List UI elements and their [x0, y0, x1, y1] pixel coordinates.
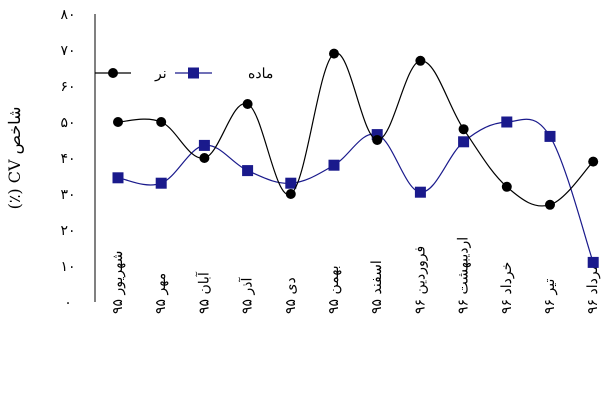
data-point	[198, 139, 210, 151]
data-point	[285, 189, 296, 199]
x-tick-label: بهمن ۹۵	[326, 265, 342, 314]
y-axis-label: شاخص CV (٪)	[5, 107, 24, 210]
x-tick-label: آبان ۹۵	[194, 271, 212, 314]
x-tick-label: اسفند ۹۵	[369, 260, 385, 314]
data-point	[155, 177, 167, 189]
series-female	[112, 116, 599, 268]
data-point	[156, 117, 167, 127]
x-tick-label: آذر ۹۵	[238, 277, 256, 314]
x-tick-label: مرداد ۹۶	[585, 263, 601, 314]
data-point	[328, 159, 340, 171]
y-tick-label: ٨٠	[60, 7, 75, 23]
y-tick-label: ٢٠	[60, 223, 75, 239]
legend: نر ماده	[95, 66, 273, 82]
data-point	[372, 135, 383, 145]
data-point	[458, 124, 469, 135]
data-point	[545, 199, 555, 210]
data-point	[544, 130, 556, 142]
data-point	[414, 186, 426, 198]
series-male	[113, 48, 599, 210]
data-point	[415, 55, 426, 66]
y-tick-label: ۵٠	[60, 115, 75, 131]
data-point	[113, 117, 123, 127]
x-tick-label: تیر ۹۶	[542, 279, 558, 314]
legend-marker-male	[108, 68, 118, 78]
series-line	[117, 118, 594, 263]
data-point	[587, 256, 599, 268]
y-tick-label: ٣٠	[60, 187, 75, 203]
x-tick-label: فروردین ۹۶	[412, 246, 428, 314]
data-point	[199, 153, 210, 163]
x-tick-labels: شهریور ۹۵ مهر ۹۵ آبان ۹۵ آذر ۹۵ دی ۹۵ بهمن ۹۵…	[110, 237, 601, 314]
x-tick-label: مهر ۹۵	[153, 273, 169, 314]
data-point	[242, 99, 253, 109]
legend-label-female: ماده	[248, 66, 273, 82]
y-tick-label: ٧٠	[60, 43, 75, 59]
series-layer	[112, 48, 599, 268]
data-point	[501, 181, 512, 192]
y-tick-label: ۴٠	[60, 151, 75, 167]
x-tick-label: خرداد ۹۶	[499, 262, 515, 314]
y-tick-label: ١٠	[60, 259, 75, 275]
x-tick-label: دی ۹۵	[283, 277, 299, 314]
legend-label-male: نر	[154, 66, 167, 82]
data-point	[329, 48, 339, 59]
data-point	[371, 129, 383, 141]
data-point	[242, 165, 254, 177]
x-tick-label: شهریور ۹۵	[110, 251, 126, 314]
data-point	[588, 156, 599, 167]
data-point	[285, 177, 297, 189]
y-tick-label: ۶٠	[60, 79, 75, 95]
data-point	[501, 116, 513, 128]
x-tick-label: اردیبهشت ۹۶	[456, 237, 472, 314]
data-point	[112, 172, 124, 184]
legend-marker-female	[188, 67, 199, 79]
y-tick-label: ٠	[64, 295, 72, 311]
data-point	[458, 136, 470, 148]
y-tick-labels: ٠ ١٠ ٢٠ ٣٠ ۴٠ ۵٠ ۶٠ ٧٠ ٨٠	[60, 7, 75, 311]
